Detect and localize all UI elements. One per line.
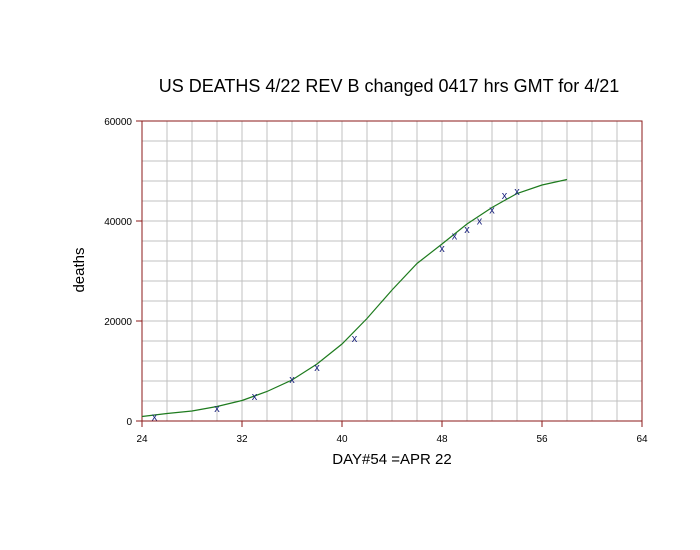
x-tick-label: 48 [436,434,448,445]
data-point-marker: x [289,374,295,386]
grid-lines [142,121,642,421]
fit-curve-line [141,178,568,418]
data-point-marker: x [489,205,495,217]
data-point-marker: x [452,231,458,243]
data-point-marker: x [214,403,220,415]
data-point-marker: x [477,216,483,228]
y-tick-label: 40000 [104,217,132,228]
fit-curve-group [141,178,568,418]
x-tick-label: 24 [136,434,148,445]
plot-area-border [141,120,643,422]
data-point-marker: x [314,362,320,374]
data-point-marker: x [352,333,358,345]
y-tick-label: 0 [126,417,132,428]
data-point-marker: x [252,391,258,403]
x-tick-label: 64 [636,434,648,445]
x-tick-label: 56 [536,434,548,445]
y-tick-label: 60000 [104,117,132,128]
chart-title: US DEATHS 4/22 REV B changed 0417 hrs GM… [159,76,620,96]
x-axis-label: DAY#54 =APR 22 [332,451,451,468]
data-point-marker: x [514,186,520,198]
x-tick-label: 40 [336,434,348,445]
data-point-marker: x [152,412,158,424]
y-axis-label: deaths [71,247,88,292]
x-tick-label: 32 [236,434,248,445]
axis-ticks: 24 32 40 48 56 64 0 20000 40000 60000 [104,117,648,445]
data-point-marker: x [464,224,470,236]
data-point-marker: x [439,243,445,255]
data-point-marker: x [502,190,508,202]
y-tick-label: 20000 [104,317,132,328]
